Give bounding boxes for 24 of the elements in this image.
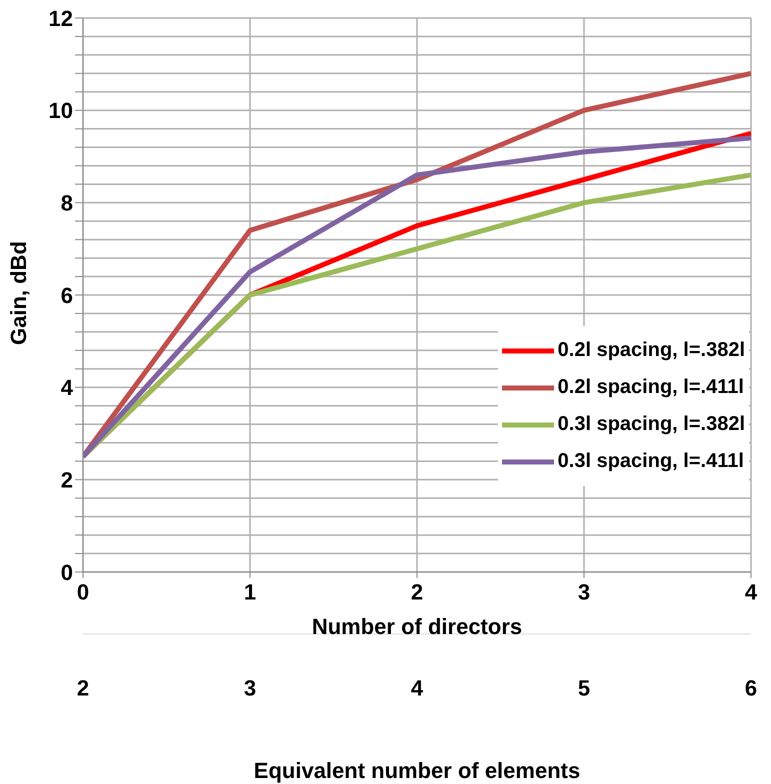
y-tick-label: 8 xyxy=(60,190,73,216)
y-tick-label: 6 xyxy=(60,282,73,308)
x2-axis-title: Equivalent number of elements xyxy=(254,758,580,783)
x2-tick-label: 2 xyxy=(76,676,90,701)
x-tick-label: 4 xyxy=(744,580,758,605)
legend-label: 0.3l spacing, l=.411l xyxy=(558,450,744,473)
legend-label: 0.2l spacing, l=.382l xyxy=(558,339,745,362)
x2-tick-label: 3 xyxy=(244,676,256,701)
y-tick-label: 10 xyxy=(48,98,73,124)
x-tick-label: 1 xyxy=(244,580,256,605)
legend-label: 0.2l spacing, l=.411l xyxy=(558,376,744,399)
x-tick-label: 0 xyxy=(76,580,90,605)
x-tick-label: 2 xyxy=(410,580,424,605)
x2-tick-label: 4 xyxy=(410,676,424,701)
y-tick-label: 0 xyxy=(60,560,73,585)
x-axis-title: Number of directors xyxy=(312,614,522,639)
y-axis-title: Gain, dBd xyxy=(6,241,31,345)
x2-tick-label: 5 xyxy=(578,676,590,701)
x2-tick-label: 6 xyxy=(744,676,758,701)
y-tick-label: 2 xyxy=(60,467,73,492)
x-tick-label: 3 xyxy=(578,580,590,605)
y-tick-label: 12 xyxy=(48,6,73,31)
y-tick-label: 4 xyxy=(60,375,74,400)
legend-label: 0.3l spacing, l=.382l xyxy=(558,413,745,436)
